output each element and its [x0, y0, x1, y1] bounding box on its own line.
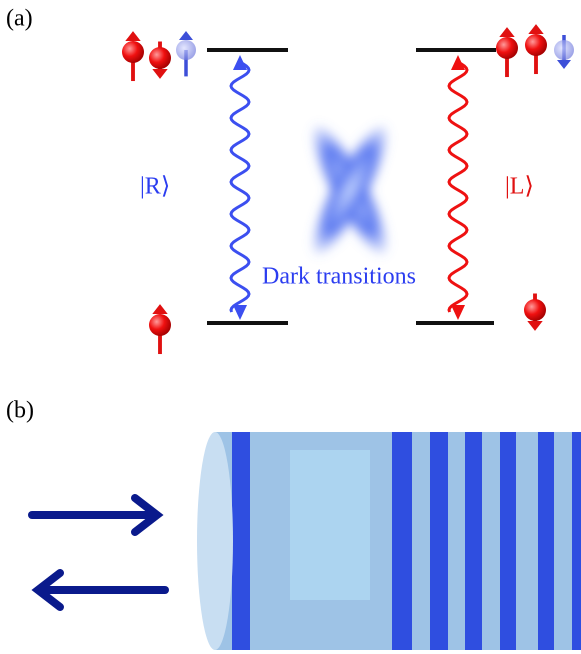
spin: [149, 304, 171, 354]
panel-label: (b): [6, 398, 34, 424]
spin: [176, 31, 196, 76]
spin: [554, 35, 574, 69]
figure: (a) |R⟩ |L⟩ Dark transitions (b): [0, 0, 581, 654]
panel-label: (a): [6, 6, 33, 32]
spin: [149, 42, 171, 79]
spin: [524, 294, 546, 331]
polarization-r: |R⟩: [140, 174, 170, 200]
wavy-arrow-l: [449, 62, 467, 312]
dark-label: Dark transitions: [262, 264, 416, 290]
dark-cross: [297, 114, 403, 265]
spin: [496, 27, 518, 77]
spin: [122, 31, 144, 81]
wavy-arrow-r: [231, 62, 249, 312]
page: (a) |R⟩ |L⟩ Dark transitions (b) (() => …: [0, 0, 581, 654]
spin: [525, 24, 547, 74]
polarization-l: |L⟩: [505, 174, 534, 200]
cavity: [197, 432, 581, 650]
light-arrows: [32, 498, 165, 607]
